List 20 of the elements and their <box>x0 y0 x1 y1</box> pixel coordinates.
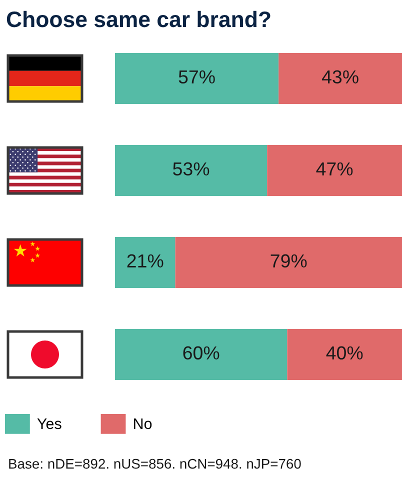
bar <box>175 236 402 288</box>
data-label: 43% <box>322 70 358 84</box>
data-label: 79% <box>270 254 307 268</box>
bar <box>115 236 176 288</box>
data-label: 53% <box>173 162 210 176</box>
bar <box>278 52 402 104</box>
bar <box>287 328 402 380</box>
legend-label: Yes <box>37 418 62 430</box>
bar <box>115 328 288 380</box>
legend-label: No <box>134 418 152 430</box>
text: Base: nDE=892. nUS=856. nCN=948. nJP=760 <box>9 458 301 469</box>
data-label: 57% <box>178 70 215 84</box>
data-label: 60% <box>183 346 220 360</box>
data-label: 47% <box>316 162 353 176</box>
bar <box>115 144 268 196</box>
data-label: 40% <box>326 346 363 360</box>
data-label: 21% <box>127 254 164 268</box>
bar <box>267 144 402 196</box>
chart-title: Choose same car brand? <box>6 10 270 28</box>
bar <box>115 52 279 104</box>
